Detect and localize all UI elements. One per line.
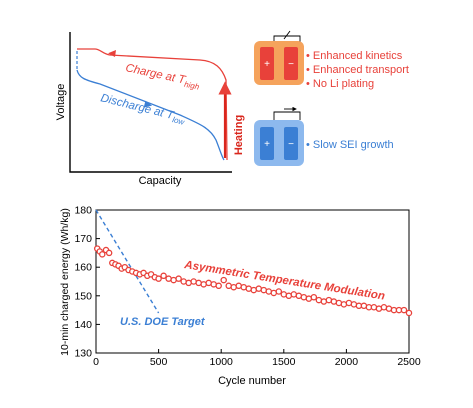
svg-text:−: − — [288, 139, 294, 150]
top-panel: Voltage Capacity Heating Charge at Thigh… — [55, 30, 409, 187]
hot-cell-features: • Enhanced kinetics • Enhanced transport… — [306, 50, 409, 90]
atm-series — [94, 245, 413, 317]
x-tick-label: 0 — [93, 356, 99, 368]
y-tick-label: 170 — [74, 233, 92, 245]
y-ticks: 130 140 150 160 170 180 — [74, 205, 100, 360]
discharge-arrow-head — [143, 100, 153, 108]
x-tick-label: 2500 — [397, 356, 421, 368]
x-tick-label: 1500 — [272, 356, 296, 368]
bottom-chart: 0 500 1000 1500 2000 2500 130140150160170180 … — [59, 205, 421, 388]
discharge-label: Discharge at Tlow — [99, 92, 188, 127]
hot-feature-1: • Enhanced kinetics — [306, 50, 403, 62]
x-tick-label: 500 — [150, 356, 168, 368]
svg-text:−: − — [288, 59, 294, 70]
hot-cell-icon: + − — [254, 30, 304, 85]
svg-text:+: + — [264, 139, 270, 150]
charge-curve — [77, 48, 228, 161]
data-point — [220, 276, 227, 284]
cold-feature-1: • Slow SEI growth — [306, 139, 394, 151]
data-point — [160, 272, 167, 280]
svg-text:+: + — [264, 59, 270, 70]
charge-label: Charge at Thigh — [124, 62, 202, 92]
discharge-curve — [76, 69, 225, 161]
data-point — [310, 293, 318, 301]
cold-cell-icon: + − — [254, 106, 304, 166]
top-xlabel: Capacity — [139, 175, 182, 187]
charge-arrow-head — [108, 50, 116, 57]
data-point — [155, 275, 162, 282]
data-point — [400, 306, 408, 314]
data-point — [275, 288, 283, 295]
data-point — [215, 282, 222, 290]
doe-target-line — [95, 209, 160, 314]
plot-frame — [95, 209, 410, 354]
y-tick-label: 180 — [74, 205, 92, 217]
doe-target-series — [95, 209, 160, 314]
y-tick-label: 140 — [74, 319, 92, 331]
data-point — [105, 249, 113, 257]
x-tick-label: 1000 — [210, 356, 234, 368]
y-axis-label: 10-min charged energy (Wh/kg) — [59, 208, 71, 356]
y-tick-label: 150 — [74, 290, 92, 302]
data-point — [99, 251, 106, 258]
heating-label: Heating — [233, 115, 245, 155]
data-point — [175, 275, 182, 282]
y-tick-label: 160 — [74, 262, 92, 274]
data-point — [405, 309, 413, 317]
x-axis-label: Cycle number — [218, 375, 286, 387]
top-ylabel: Voltage — [55, 84, 67, 121]
x-tick-label: 2000 — [335, 356, 359, 368]
top-axes — [69, 32, 232, 173]
x-ticks: 0 500 1000 1500 2000 2500 — [93, 349, 421, 368]
hot-feature-3: • No Li plating — [306, 78, 374, 90]
doe-annotation: U.S. DOE Target — [120, 316, 206, 328]
hot-feature-2: • Enhanced transport — [306, 64, 409, 76]
y-tick-label: 130 — [74, 348, 92, 360]
